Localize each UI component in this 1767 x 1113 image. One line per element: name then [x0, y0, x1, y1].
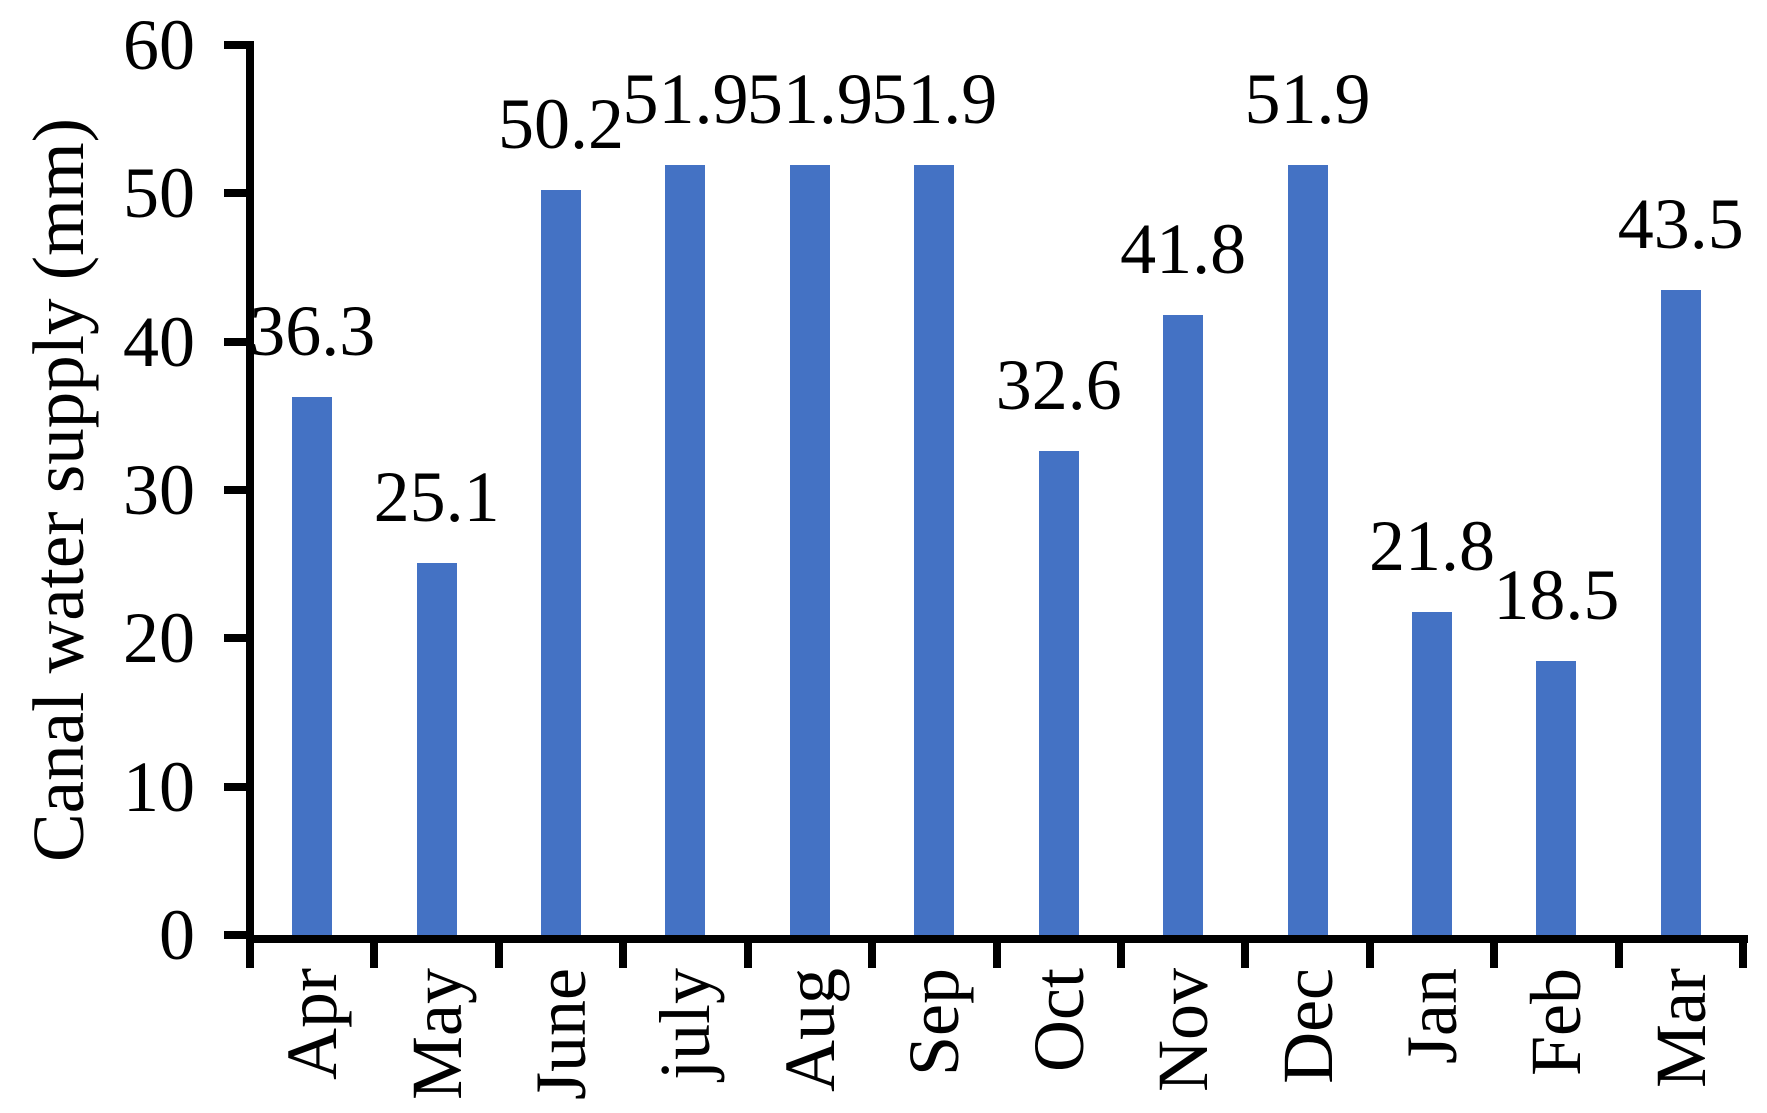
y-tick-label: 30	[123, 450, 195, 530]
x-category-label: Sep	[894, 968, 975, 1076]
x-category-label: Aug	[769, 968, 850, 1092]
bar-may	[416, 562, 457, 935]
bar-value-label: 25.1	[373, 456, 500, 537]
x-category-label: Jan	[1391, 968, 1472, 1064]
x-category-label: Mar	[1640, 968, 1721, 1088]
bar-aug	[789, 165, 830, 935]
x-category-label: Apr	[272, 968, 353, 1080]
x-axis-tick	[1365, 935, 1374, 968]
x-category-label: Dec	[1267, 968, 1348, 1084]
bar-value-label: 50.2	[498, 84, 625, 165]
x-category-label: july	[645, 968, 726, 1081]
bar-value-label: 18.5	[1493, 554, 1620, 635]
bar-value-label: 51.9	[1244, 59, 1371, 140]
x-category-label: May	[396, 968, 477, 1100]
bar-value-label: 32.6	[995, 345, 1122, 426]
y-axis-tick	[224, 189, 246, 198]
x-axis-tick	[494, 935, 503, 968]
y-axis-line	[246, 41, 254, 958]
bar-value-label: 51.9	[871, 59, 998, 140]
bar-dec	[1287, 165, 1328, 935]
x-axis-tick	[992, 935, 1001, 968]
x-axis-tick	[1490, 935, 1499, 968]
y-tick-label: 0	[159, 895, 195, 975]
y-tick-label: 50	[123, 153, 195, 234]
bar-value-label: 41.8	[1120, 208, 1247, 289]
y-tick-label: 40	[123, 301, 195, 382]
bar-oct	[1038, 451, 1079, 935]
x-category-label: Feb	[1516, 968, 1597, 1076]
bar-feb	[1536, 660, 1577, 935]
bar-mar	[1660, 289, 1701, 935]
x-axis-tick	[868, 935, 877, 968]
x-axis-tick	[370, 935, 379, 968]
y-axis-tick	[224, 486, 246, 494]
y-axis-tick	[224, 41, 246, 49]
bar-sep	[914, 165, 955, 935]
x-axis-tick	[1614, 935, 1623, 968]
x-category-label: June	[521, 968, 602, 1100]
bar-value-label: 43.5	[1617, 183, 1744, 264]
y-axis-tick	[224, 634, 246, 643]
bar-july	[665, 165, 706, 935]
bar-nov	[1163, 314, 1204, 935]
y-axis-tick	[224, 337, 246, 346]
x-axis-tick	[619, 935, 628, 968]
y-axis-tick	[224, 931, 246, 939]
y-tick-label: 10	[123, 746, 195, 827]
x-axis-tick	[1241, 935, 1250, 968]
x-category-label: Nov	[1143, 968, 1224, 1092]
y-axis-tick	[224, 782, 246, 791]
y-tick-label: 20	[123, 598, 195, 679]
bar-value-label: 51.9	[746, 59, 873, 140]
x-category-label: Oct	[1018, 968, 1099, 1072]
x-axis-tick	[246, 935, 254, 968]
bar-apr	[292, 396, 333, 935]
bar-june	[541, 190, 582, 935]
x-axis-tick	[1116, 935, 1125, 968]
bar-value-label: 21.8	[1368, 505, 1495, 586]
bar-value-label: 51.9	[622, 59, 749, 140]
bar-jan	[1411, 611, 1452, 935]
bar-value-label: 36.3	[249, 290, 376, 371]
x-axis-tick	[743, 935, 752, 968]
x-axis-tick	[1739, 935, 1747, 968]
y-tick-label: 60	[123, 5, 195, 85]
